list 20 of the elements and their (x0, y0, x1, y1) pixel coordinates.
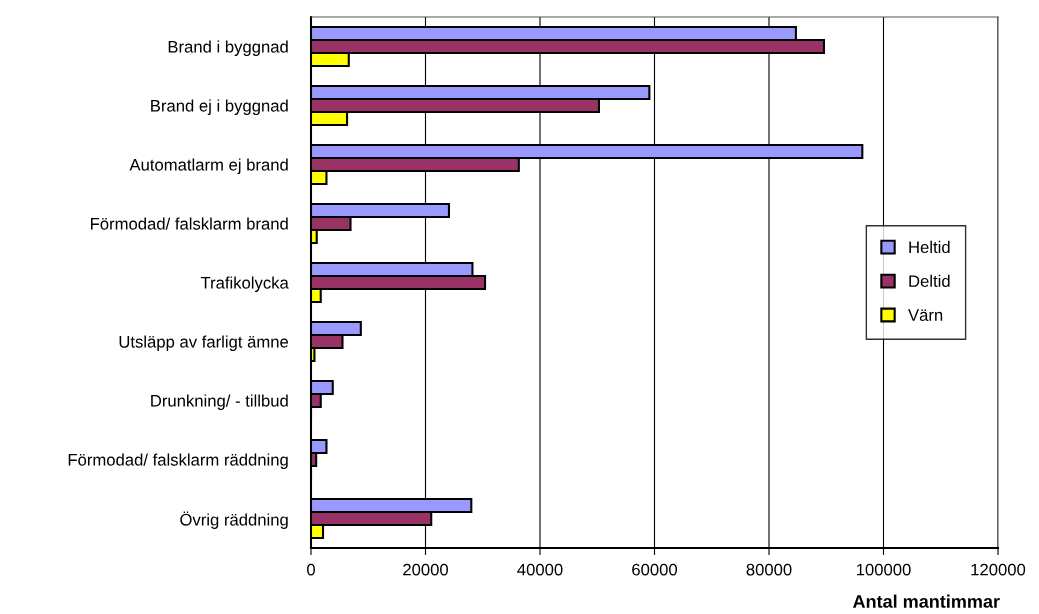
y-tick-label: Drunkning/ - tillbud (151, 394, 288, 410)
x-tick-label: 40000 (517, 563, 563, 576)
legend-label: Heltid (909, 240, 950, 254)
y-tick-label: Brand ej i byggnad (151, 99, 288, 115)
x-tick-label: 60000 (632, 563, 678, 576)
y-tick-label: Automatlarm ej brand (129, 158, 288, 174)
x-tick-label: 20000 (403, 563, 449, 576)
legend-label: Värn (908, 309, 943, 321)
x-tick-label: 0 (307, 563, 315, 576)
x-axis-title: Antal mantimmar (852, 594, 1000, 608)
x-tick-label: 100000 (856, 563, 911, 576)
y-tick-label: Förmodad/ falsklarm räddning (68, 453, 288, 469)
y-tick-label: Övrig räddning (180, 511, 288, 529)
y-tick-label: Trafikolycka (200, 276, 289, 292)
x-tick-label: 80000 (746, 563, 792, 576)
x-tick-label: 120000 (971, 563, 1026, 576)
y-tick-label: Förmodad/ falsklarm brand (91, 217, 288, 230)
y-tick-label: Utsläpp av farligt ämne (119, 335, 289, 351)
legend-label: Deltid (909, 274, 950, 288)
y-tick-label: Brand i byggnad (168, 40, 288, 56)
